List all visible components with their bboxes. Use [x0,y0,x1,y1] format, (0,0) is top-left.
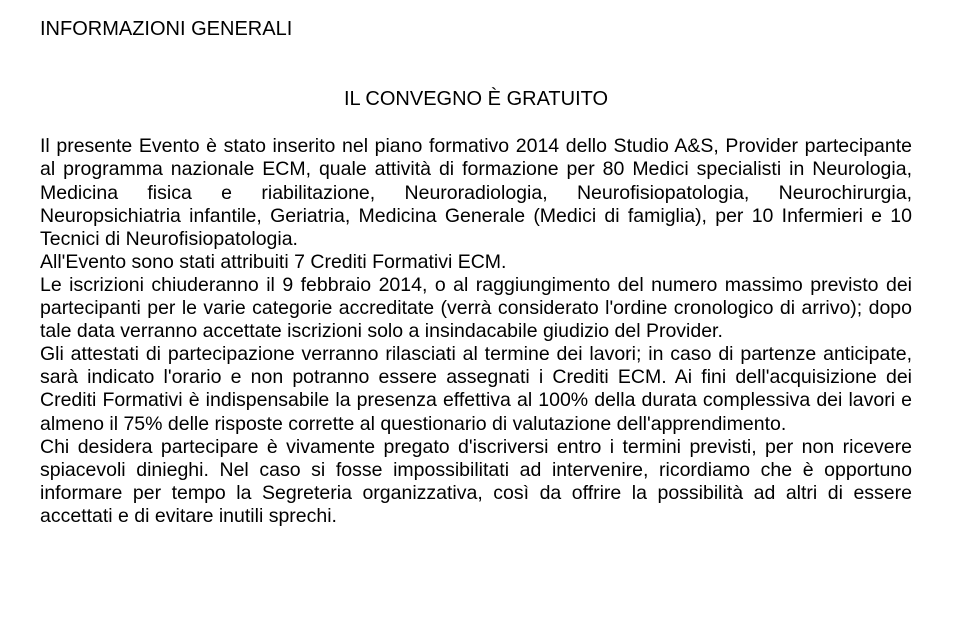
page-title: INFORMAZIONI GENERALI [40,18,912,42]
body-paragraph: Il presente Evento è stato inserito nel … [40,135,912,528]
page-subtitle: IL CONVEGNO È GRATUITO [40,88,912,112]
document-page: INFORMAZIONI GENERALI IL CONVEGNO È GRAT… [0,0,960,621]
